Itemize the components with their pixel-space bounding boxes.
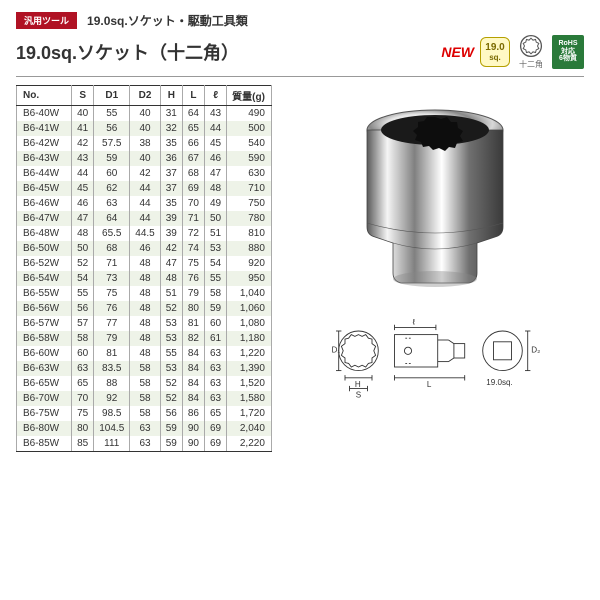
svg-text:D₂: D₂ xyxy=(531,346,540,355)
table-row: B6-40W405540316443490 xyxy=(17,106,272,122)
col-header: H xyxy=(160,86,182,106)
col-header: S xyxy=(72,86,94,106)
table-row: B6-70W7092585284631,580 xyxy=(17,391,272,406)
col-header: D1 xyxy=(94,86,130,106)
twelve-point-icon xyxy=(518,33,544,59)
col-header: No. xyxy=(17,86,72,106)
col-header: 質量(g) xyxy=(227,86,272,106)
table-row: B6-80W80104.5635990692,040 xyxy=(17,421,272,436)
image-column: D₁ H S ℓ L D₂ 19.0sq. xyxy=(286,85,584,403)
table-row: B6-42W4257.538356645540 xyxy=(17,136,272,151)
tool-badge: 汎用ツール xyxy=(16,12,77,29)
table-row: B6-63W6383.5585384631,390 xyxy=(17,361,272,376)
table-row: B6-55W5575485179581,040 xyxy=(17,286,272,301)
table-row: B6-48W4865.544.5397251810 xyxy=(17,226,272,241)
svg-text:19.0sq.: 19.0sq. xyxy=(486,378,513,387)
table-row: B6-56W5676485280591,060 xyxy=(17,301,272,316)
col-header: D2 xyxy=(130,86,160,106)
table-row: B6-60W6081485584631,220 xyxy=(17,346,272,361)
table-row: B6-41W415640326544500 xyxy=(17,121,272,136)
table-row: B6-45W456244376948710 xyxy=(17,181,272,196)
table-row: B6-57W5777485381601,080 xyxy=(17,316,272,331)
svg-text:H: H xyxy=(355,380,361,389)
spec-table: No.SD1D2HLℓ質量(g) B6-40W405540316443490B6… xyxy=(16,85,272,452)
dimension-diagram: D₁ H S ℓ L D₂ 19.0sq. xyxy=(330,313,540,403)
table-row: B6-44W446042376847630 xyxy=(17,166,272,181)
table-row: B6-58W5879485382611,180 xyxy=(17,331,272,346)
col-header: ℓ xyxy=(205,86,227,106)
badge-group: NEW 19.0 sq. 十二角 RoHS 対応 6物質 xyxy=(441,33,584,70)
rohs-badge: RoHS 対応 6物質 xyxy=(552,35,584,69)
svg-text:ℓ: ℓ xyxy=(411,318,415,327)
table-row: B6-75W7598.5585686651,720 xyxy=(17,406,272,421)
col-header: L xyxy=(182,86,204,106)
category-text: 19.0sq.ソケット・駆動工具類 xyxy=(87,12,248,29)
twelve-point-badge: 十二角 xyxy=(516,33,546,70)
page-title: 19.0sq.ソケット（十二角） xyxy=(16,39,239,65)
table-row: B6-43W435940366746590 xyxy=(17,151,272,166)
table-row: B6-85W85111635990692,220 xyxy=(17,436,272,452)
table-row: B6-54W547348487655950 xyxy=(17,271,272,286)
table-row: B6-65W6588585284631,520 xyxy=(17,376,272,391)
table-row: B6-50W506846427453880 xyxy=(17,241,272,256)
svg-text:L: L xyxy=(427,380,432,389)
svg-text:S: S xyxy=(356,391,362,400)
svg-text:D₁: D₁ xyxy=(331,346,340,355)
drive-size-badge: 19.0 sq. xyxy=(480,37,510,67)
new-badge: NEW xyxy=(441,44,474,60)
table-row: B6-47W476444397150780 xyxy=(17,211,272,226)
socket-photo xyxy=(345,95,525,295)
table-row: B6-52W527148477554920 xyxy=(17,256,272,271)
table-row: B6-46W466344357049750 xyxy=(17,196,272,211)
